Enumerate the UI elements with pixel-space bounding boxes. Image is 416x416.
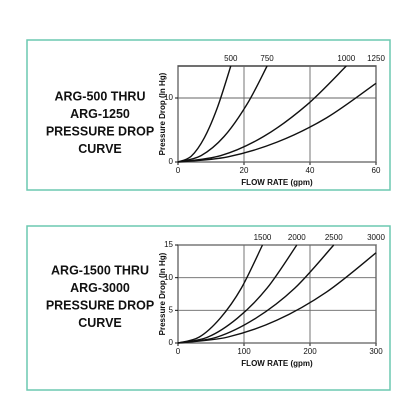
panel-frame	[26, 39, 391, 191]
series-label: 500	[224, 54, 238, 63]
series-label: 3000	[367, 233, 385, 242]
x-tick-label: 40	[306, 166, 315, 175]
x-tick-label: 300	[369, 347, 383, 356]
y-tick-label: 5	[169, 305, 174, 314]
curve	[177, 82, 377, 163]
panel-frame	[26, 225, 391, 391]
chart-title: ARG-1250	[70, 107, 130, 121]
series-label: 750	[260, 54, 274, 63]
x-tick-label: 60	[372, 166, 381, 175]
chart-title: ARG-3000	[70, 281, 130, 295]
y-tick-label: 0	[169, 338, 174, 347]
chart-title: CURVE	[78, 142, 122, 156]
x-tick-label: 100	[237, 347, 251, 356]
curve	[177, 65, 347, 163]
series-label: 1250	[367, 54, 385, 63]
series-label: 2500	[325, 233, 343, 242]
y-tick-label: 10	[164, 93, 173, 102]
y-tick-label: 0	[169, 157, 174, 166]
curve	[177, 65, 232, 163]
chart-title: CURVE	[78, 316, 122, 330]
curve	[177, 65, 268, 163]
y-axis-label: Pressure Drop (In Hg)	[158, 252, 167, 335]
chart-title: PRESSURE DROP	[46, 124, 154, 138]
y-axis-label: Pressure Drop (In Hg)	[158, 72, 167, 155]
chart-title: ARG-500 THRU	[55, 89, 146, 103]
x-axis-label: FLOW RATE (gpm)	[241, 359, 313, 368]
series-label: 2000	[288, 233, 306, 242]
plot-area	[177, 65, 377, 163]
chart-title: PRESSURE DROP	[46, 298, 154, 312]
x-tick-label: 0	[176, 347, 181, 356]
x-tick-label: 200	[303, 347, 317, 356]
curve	[177, 244, 298, 344]
curve	[177, 244, 264, 344]
x-tick-label: 20	[240, 166, 249, 175]
x-tick-label: 0	[176, 166, 181, 175]
x-axis-label: FLOW RATE (gpm)	[241, 178, 313, 187]
y-tick-label: 15	[164, 240, 173, 249]
y-tick-label: 10	[164, 273, 173, 282]
plot-area	[177, 244, 377, 344]
chart-title: ARG-1500 THRU	[51, 263, 149, 277]
series-label: 1500	[254, 233, 272, 242]
curve	[177, 252, 377, 344]
series-label: 1000	[337, 54, 355, 63]
